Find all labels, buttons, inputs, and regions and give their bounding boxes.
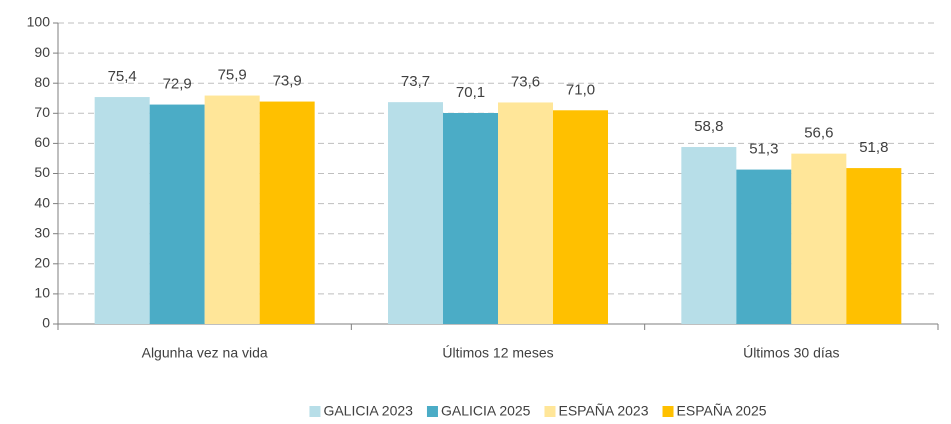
x-tick-label: Últimos 30 días [743,345,839,361]
legend-label: ESPAÑA 2025 [677,403,767,419]
bar [259,101,315,324]
y-tick-label: 100 [27,14,51,30]
value-label: 72,9 [163,76,192,93]
value-label: 73,7 [401,73,430,90]
y-tick-label: 10 [34,285,50,301]
value-label: 51,3 [749,141,778,158]
y-tick-label: 80 [34,74,50,90]
bar [443,112,498,325]
bar [846,168,902,324]
bar [388,102,443,325]
value-label: 75,9 [218,67,247,84]
y-tick-label: 0 [42,315,50,331]
y-tick-label: 40 [34,194,50,210]
bar [553,110,608,324]
y-tick-label: 20 [34,255,50,271]
legend-label: GALICIA 2025 [441,403,531,419]
y-tick-label: 70 [34,104,50,120]
value-label: 73,6 [511,73,540,90]
bar [94,97,150,325]
bar [204,95,260,324]
value-label: 58,8 [694,118,723,135]
y-tick-label: 60 [34,134,50,150]
x-tick-label: Algunha vez na vida [142,345,268,361]
x-tick-label: Últimos 12 meses [442,345,553,361]
value-label: 51,8 [859,139,888,156]
y-tick-label: 50 [34,164,50,180]
bar [498,102,553,325]
value-label: 73,9 [273,73,302,90]
y-tick-label: 30 [34,224,50,240]
bar [791,153,847,324]
value-label: 71,0 [566,81,595,98]
value-label: 56,6 [804,125,833,142]
value-label: 75,4 [108,68,137,85]
value-label: 70,1 [456,84,485,101]
legend-swatch [309,406,321,417]
legend-swatch [662,406,674,417]
y-tick-label: 90 [34,44,50,60]
legend-swatch [544,406,556,417]
legend-label: ESPAÑA 2023 [558,403,648,419]
bar [149,104,205,324]
legend-label: GALICIA 2023 [323,403,413,419]
legend-swatch [426,406,438,417]
bar [736,169,792,324]
bar [681,147,737,324]
